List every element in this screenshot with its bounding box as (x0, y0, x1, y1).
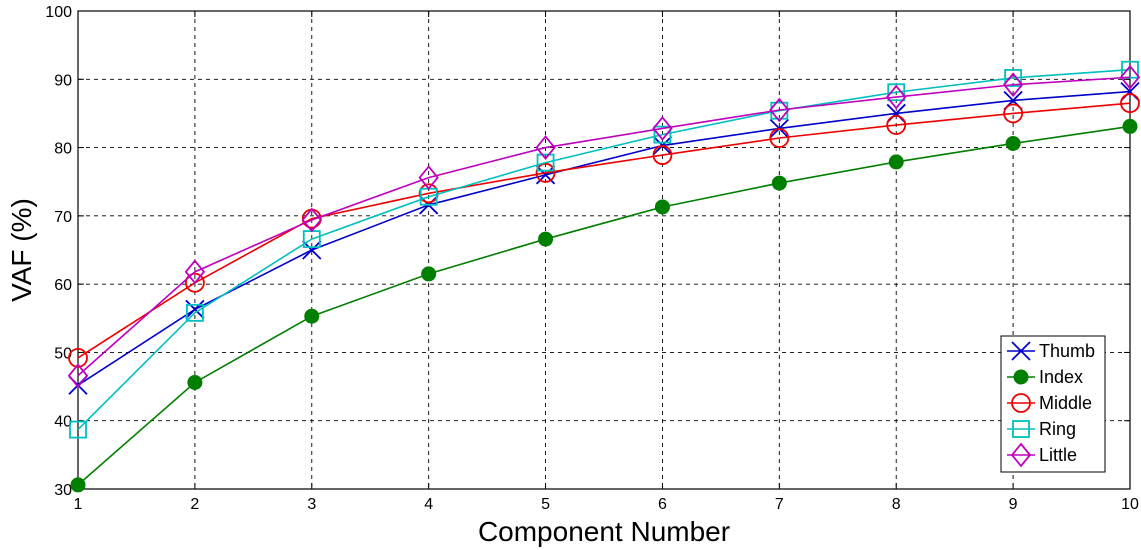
series-line-little (77, 76, 1131, 377)
data-point-little (652, 116, 673, 141)
x-tick-label: 3 (307, 496, 316, 513)
data-point-little (1119, 64, 1141, 90)
data-point-index (888, 154, 904, 170)
x-tick-label: 6 (658, 496, 667, 513)
data-point-little (184, 259, 206, 285)
legend-marker-little (1010, 442, 1032, 468)
y-tick-label: 60 (54, 277, 72, 294)
data-point-little (418, 165, 439, 191)
y-tick-label: 40 (54, 414, 72, 431)
legend-label-index: Index (1039, 367, 1083, 387)
marker-stroke (535, 165, 556, 185)
series-line-thumb (77, 90, 1131, 386)
data-point-little (769, 97, 790, 123)
x-tick-label: 9 (1009, 496, 1018, 513)
data-point-index (1005, 135, 1021, 151)
x-tick-label: 7 (775, 496, 784, 513)
series-little (67, 64, 1141, 389)
data-point-index (187, 374, 203, 390)
y-tick-label: 100 (45, 4, 72, 21)
data-point-thumb (185, 299, 205, 320)
data-point-ring (536, 153, 555, 172)
data-point-index (654, 199, 670, 215)
series-group (67, 60, 1141, 493)
data-point-middle (886, 115, 907, 135)
legend-marker-index (1013, 369, 1029, 385)
data-point-index (304, 308, 320, 324)
series-ring (69, 60, 1139, 439)
data-point-little (301, 207, 322, 233)
x-tick-label: 5 (541, 496, 550, 513)
series-line-ring (77, 68, 1131, 431)
legend-item-ring: Ring (1007, 419, 1076, 439)
data-point-ring (653, 125, 672, 144)
y-axis-label: VAF (%) (6, 198, 37, 302)
data-point-index (421, 266, 437, 282)
x-tick-label: 2 (190, 496, 199, 513)
data-point-thumb (302, 240, 322, 260)
data-point-index (70, 477, 86, 493)
x-axis-label: Component Number (478, 516, 730, 547)
legend-item-little: Little (1007, 442, 1077, 468)
series-line-index (77, 125, 1131, 486)
data-point-middle (535, 162, 556, 183)
data-point-ring (887, 83, 906, 102)
data-point-middle (68, 347, 88, 368)
series-middle (68, 93, 1140, 368)
legend-marker-ring (1012, 420, 1030, 438)
marker-stroke (1011, 341, 1031, 361)
legend-label-middle: Middle (1039, 393, 1092, 413)
data-point-little (67, 363, 89, 389)
x-tick-label: 8 (892, 496, 901, 513)
legend-box (1000, 335, 1106, 473)
data-point-ring (185, 303, 204, 322)
data-point-middle (1120, 93, 1140, 114)
legend: Thumb Index Middle Ring Little (1000, 335, 1106, 473)
x-tick-label: 10 (1121, 496, 1139, 513)
legend-item-thumb: Thumb (1007, 341, 1095, 361)
data-point-middle (184, 272, 205, 293)
data-point-ring (1004, 69, 1023, 87)
x-tick-label: 4 (424, 496, 433, 513)
data-point-middle (1003, 103, 1024, 124)
legend-label-ring: Ring (1039, 419, 1076, 439)
x-tick-label: 1 (74, 496, 83, 513)
marker-stroke (302, 240, 322, 260)
plot-area-frame (77, 10, 1131, 490)
y-tick-label: 90 (54, 72, 72, 89)
axis-ticks: 1 2 3 4 5 6 7 8 9 10 30 40 50 60 70 80 90 100 (45, 4, 1139, 513)
series-index (70, 118, 1138, 493)
legend-marker-middle (1011, 393, 1031, 413)
marker-stroke (185, 299, 205, 320)
data-point-middle (652, 145, 673, 165)
legend-item-index: Index (1007, 367, 1083, 387)
legend-item-middle: Middle (1007, 393, 1092, 413)
series-line-middle (77, 102, 1131, 359)
data-point-little (535, 135, 556, 160)
data-point-index (771, 175, 787, 191)
y-tick-label: 50 (54, 345, 72, 362)
legend-label-little: Little (1039, 445, 1077, 465)
series-thumb (68, 81, 1140, 395)
data-point-index (1122, 118, 1138, 134)
data-point-little (886, 84, 907, 110)
data-point-index (538, 231, 554, 247)
y-tick-label: 70 (54, 209, 72, 226)
data-point-thumb (535, 165, 556, 185)
data-point-little (1002, 72, 1024, 98)
legend-label-thumb: Thumb (1039, 341, 1095, 361)
data-point-middle (769, 128, 790, 148)
y-tick-label: 30 (54, 482, 72, 499)
y-tick-label: 80 (54, 141, 72, 158)
legend-marker-thumb (1011, 341, 1031, 361)
data-point-ring (69, 420, 87, 439)
